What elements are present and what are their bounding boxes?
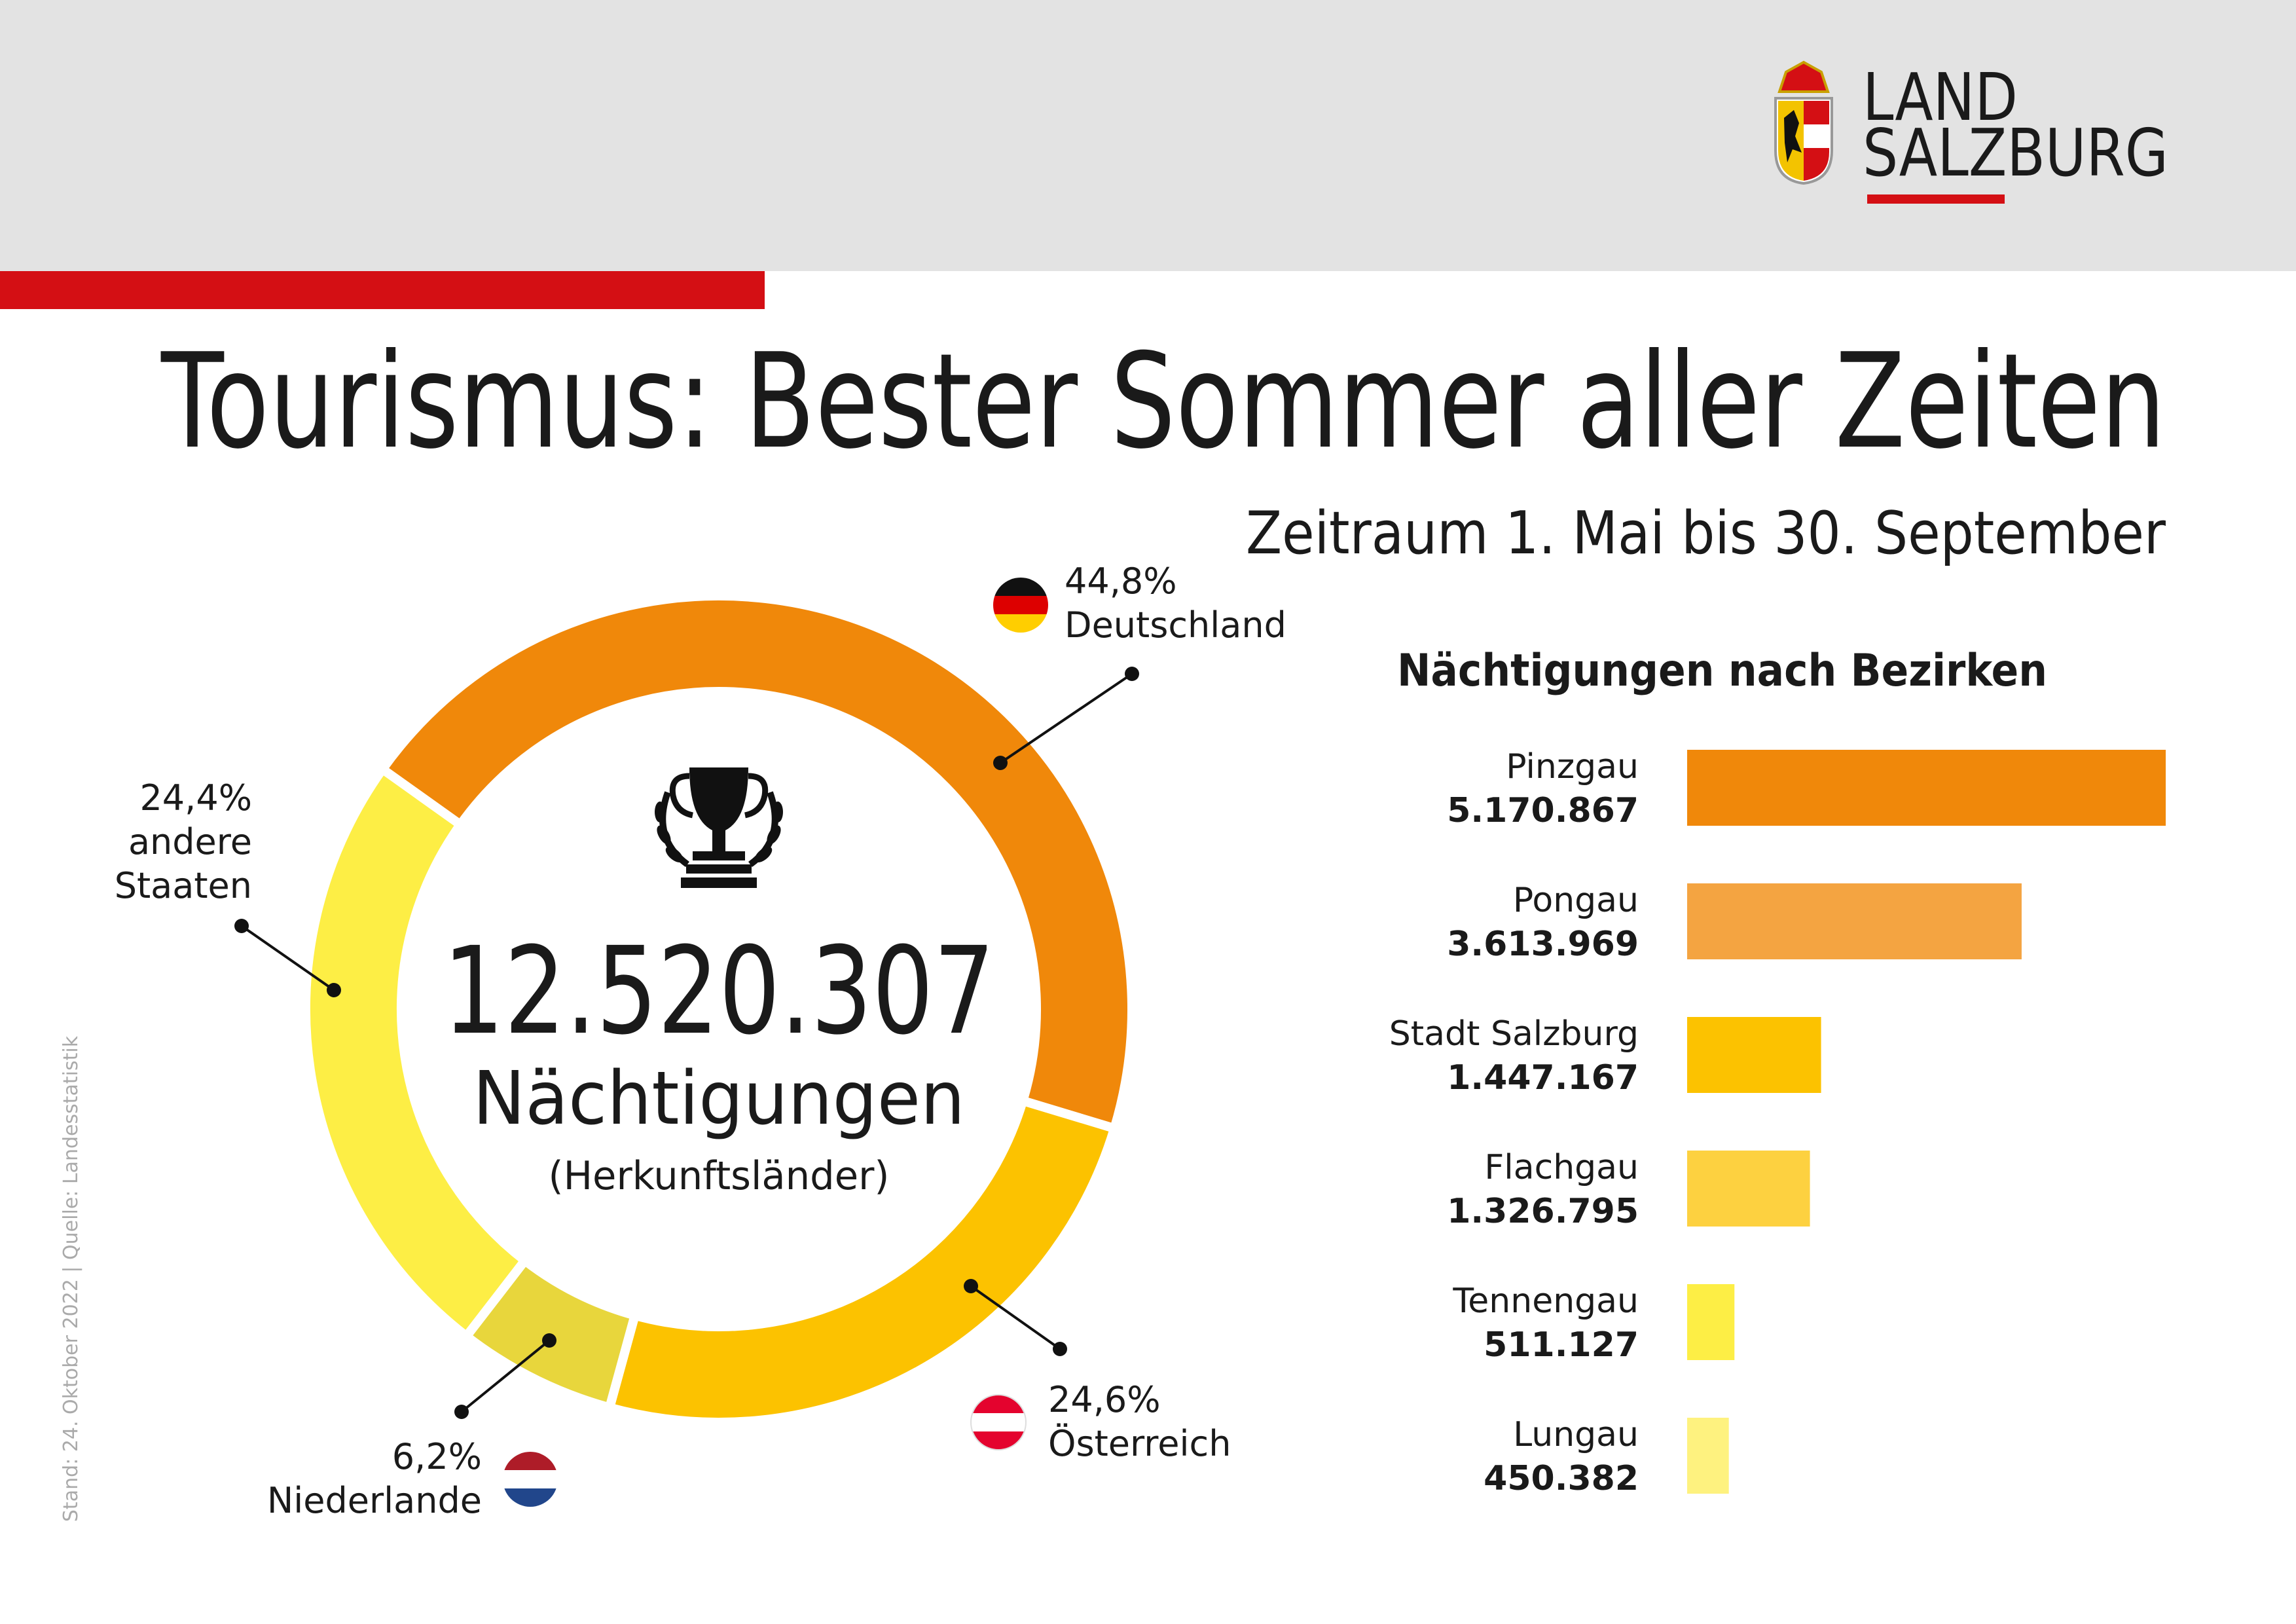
- bar-value-label: 3.613.969: [1447, 925, 1639, 964]
- title: Tourismus: Bester Sommer aller Zeiten: [160, 325, 2166, 478]
- bar: [1687, 1151, 1810, 1227]
- leader-line: [460, 1339, 551, 1413]
- trophy: [655, 767, 783, 888]
- bar: [1687, 883, 2022, 959]
- flag-de: [993, 578, 1048, 633]
- bar-category: Stadt Salzburg: [1389, 1014, 1639, 1054]
- slice-value: 44,8%: [1065, 561, 1177, 602]
- leader-line: [970, 1285, 1061, 1350]
- flag-outline: [970, 1394, 1027, 1450]
- leader-dot: [1125, 667, 1139, 681]
- accent-bar: [0, 271, 765, 309]
- leader-line: [999, 673, 1133, 764]
- slice-name: Niederlande: [266, 1480, 482, 1521]
- bar-category: Lungau: [1513, 1415, 1639, 1454]
- slice-name: Österreich: [1048, 1423, 1231, 1464]
- leader-dot: [327, 983, 341, 997]
- slice-value: 24,6%: [1048, 1379, 1161, 1420]
- header-band: [0, 0, 2296, 271]
- leader-dot: [993, 756, 1008, 770]
- leader-dot: [454, 1405, 469, 1419]
- center-label: Nächtigungen: [473, 1056, 965, 1141]
- bar-category: Tennengau: [1452, 1282, 1639, 1321]
- center-total: 12.520.307: [443, 921, 995, 1061]
- leader-line: [240, 925, 335, 991]
- bar-category: Pongau: [1513, 881, 1639, 920]
- bar-value-label: 511.127: [1484, 1325, 1639, 1365]
- bar-value-label: 1.326.795: [1447, 1192, 1639, 1231]
- logo-shield: [1774, 60, 1833, 185]
- slice-name: andere Staaten: [114, 821, 252, 906]
- bar-category: Pinzgau: [1506, 747, 1639, 786]
- bar: [1687, 1017, 1821, 1093]
- bar: [1687, 1284, 1735, 1360]
- donut-slice: [376, 591, 1137, 1134]
- leader-dot: [1053, 1342, 1067, 1356]
- leader-dot: [542, 1333, 556, 1348]
- flag-nl: [503, 1452, 558, 1507]
- logo-text: SALZBURG: [1863, 115, 2168, 191]
- bar-value-label: 5.170.867: [1447, 791, 1639, 830]
- flag-at: [971, 1395, 1026, 1450]
- bar-category: Flachgau: [1484, 1148, 1639, 1187]
- slice-value: 6,2%: [392, 1436, 482, 1477]
- slice-label: 6,2% Niederlande: [267, 1435, 482, 1522]
- slice-value: 24,4%: [139, 777, 252, 819]
- logo-underline: [1867, 194, 2005, 204]
- footnote: Stand: 24. Oktober 2022 | Quelle: Landes…: [60, 1035, 82, 1522]
- bar-chart-title: Nächtigungen nach Bezirken: [1397, 645, 2047, 697]
- bar: [1687, 1418, 1729, 1494]
- leader-dot: [964, 1279, 978, 1293]
- bar: [1687, 750, 2166, 826]
- slice-name: Deutschland: [1065, 604, 1286, 646]
- bar-value-label: 450.382: [1484, 1459, 1639, 1498]
- logo-text: LAND: [1863, 59, 2018, 136]
- leader-dot: [234, 919, 249, 933]
- slice-label: 44,8% Deutschland: [1065, 559, 1286, 647]
- subtitle: Zeitraum 1. Mai bis 30. September: [1246, 499, 2166, 568]
- center-sublabel: (Herkunftsländer): [549, 1153, 890, 1199]
- bar-value-label: 1.447.167: [1447, 1058, 1639, 1098]
- donut-slice: [301, 762, 532, 1343]
- slice-label: 24,6% Österreich: [1048, 1378, 1231, 1466]
- donut-slice: [604, 1095, 1120, 1427]
- slice-label: 24,4% andere Staaten: [82, 776, 252, 908]
